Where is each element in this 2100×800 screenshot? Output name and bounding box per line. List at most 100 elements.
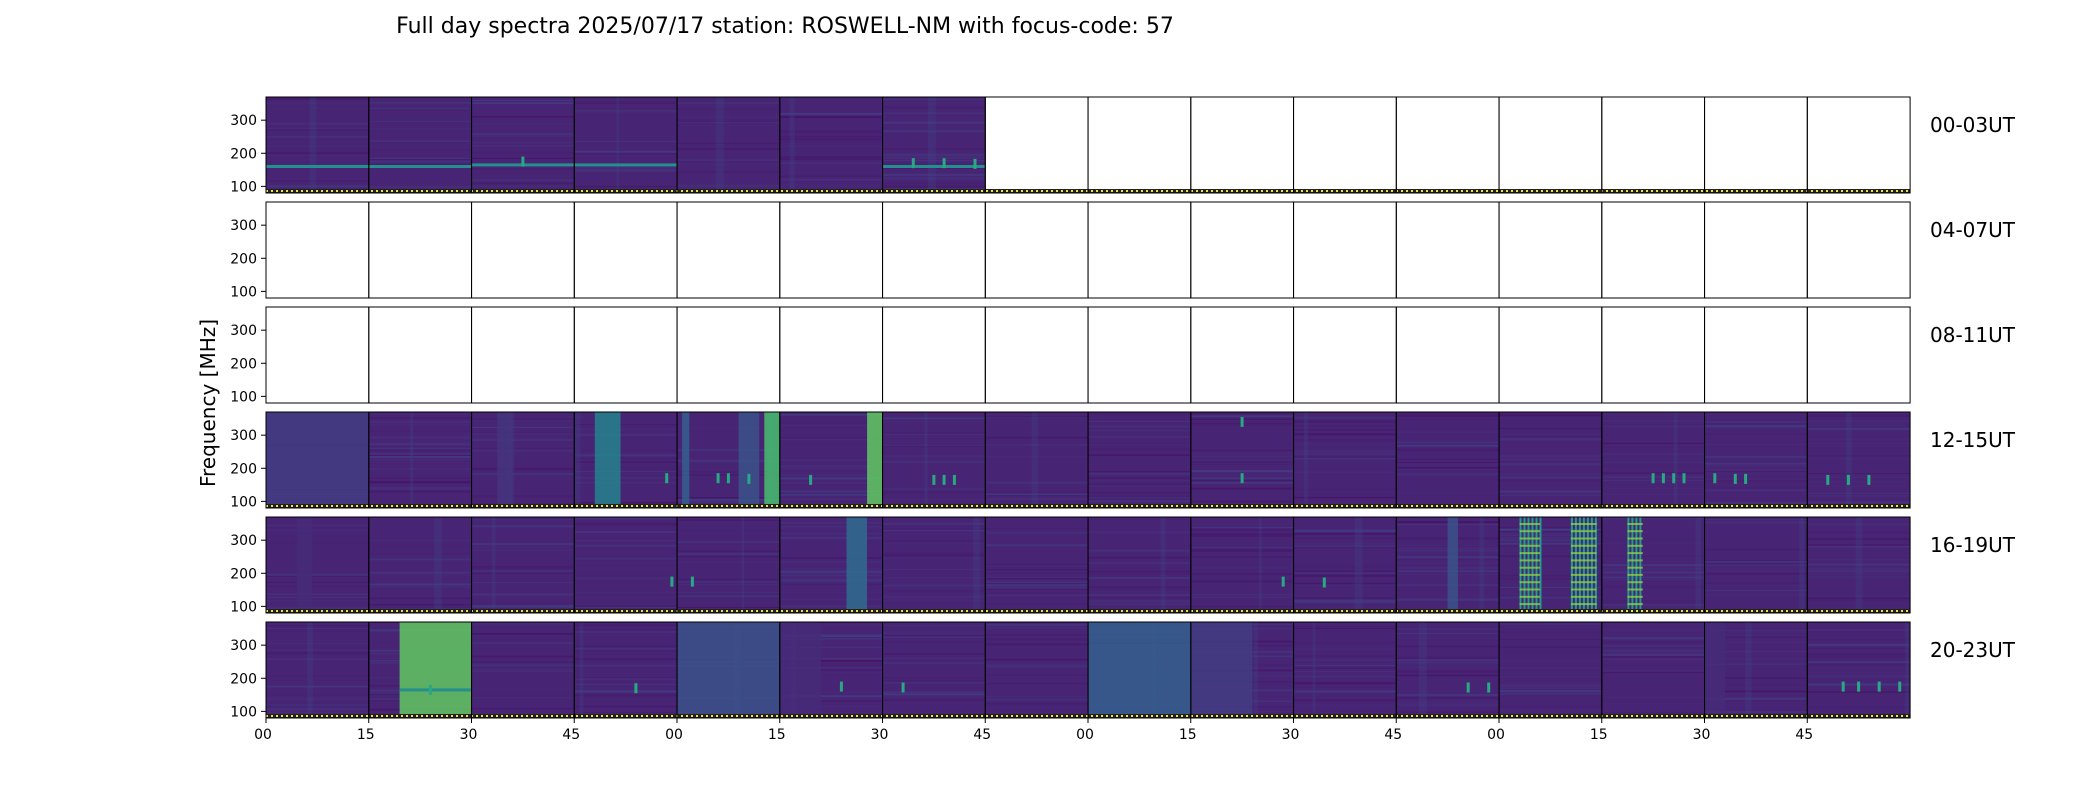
texture-streak	[1396, 467, 1499, 469]
texture-streak	[1704, 489, 1808, 491]
texture-streak	[266, 128, 369, 129]
texture-streak	[1807, 539, 1910, 541]
bright-region	[1088, 622, 1191, 718]
burst-band	[1519, 588, 1541, 591]
texture-streak	[1190, 596, 1294, 598]
burst-band	[1570, 603, 1597, 606]
texture-streak	[779, 691, 883, 694]
texture-streak	[1396, 627, 1499, 630]
texture-streak	[1807, 501, 1910, 504]
panel-bg	[574, 97, 677, 193]
texture-streak	[882, 528, 986, 530]
texture-streak	[471, 572, 575, 574]
texture-streak	[1704, 707, 1808, 710]
texture-streak	[1704, 520, 1808, 523]
texture-streak	[779, 528, 883, 529]
y-tick-label: 200	[230, 146, 257, 162]
empty-panel-bg	[1807, 202, 1910, 298]
texture-streak	[471, 632, 575, 635]
texture-streak	[471, 151, 575, 154]
texture-streak	[1499, 540, 1602, 543]
burst-stripe	[1627, 517, 1630, 613]
texture-streak	[985, 571, 1088, 574]
texture-streak	[266, 652, 369, 654]
texture-streak	[1601, 636, 1705, 639]
texture-streak	[368, 606, 472, 608]
texture-column	[307, 622, 313, 718]
texture-streak	[1807, 572, 1910, 574]
texture-streak	[471, 563, 575, 565]
texture-streak	[574, 150, 677, 153]
texture-streak	[677, 128, 780, 130]
texture-streak	[1704, 470, 1808, 472]
texture-streak	[471, 134, 575, 137]
texture-streak	[574, 168, 677, 171]
burst-mark	[1682, 473, 1686, 484]
texture-streak	[985, 624, 1088, 626]
texture-streak	[368, 424, 472, 426]
texture-streak	[266, 608, 369, 610]
texture-streak	[1293, 495, 1397, 497]
texture-streak	[1704, 548, 1808, 551]
texture-streak	[779, 667, 883, 669]
texture-streak	[1601, 537, 1705, 539]
spectrogram-panel	[574, 622, 677, 718]
texture-streak	[574, 110, 677, 113]
texture-streak	[1088, 448, 1191, 451]
texture-streak	[1088, 519, 1191, 521]
texture-streak	[1601, 564, 1705, 567]
texture-streak	[1601, 578, 1705, 580]
texture-streak	[1704, 468, 1808, 471]
texture-streak	[368, 585, 472, 587]
panel-bg	[677, 517, 780, 613]
texture-streak	[1601, 712, 1705, 714]
burst-mark	[952, 474, 956, 485]
texture-streak	[368, 571, 472, 574]
texture-streak	[1601, 465, 1705, 467]
texture-streak	[1704, 425, 1808, 428]
burst-stripe	[1590, 517, 1593, 613]
texture-streak	[677, 119, 780, 121]
texture-streak	[574, 102, 677, 104]
texture-column	[927, 97, 936, 193]
texture-streak	[471, 467, 575, 470]
texture-streak	[266, 129, 369, 131]
texture-streak	[574, 186, 677, 188]
texture-streak	[1601, 472, 1705, 474]
texture-streak	[574, 543, 677, 545]
texture-streak	[985, 419, 1088, 421]
texture-streak	[471, 123, 575, 125]
texture-streak	[1704, 573, 1808, 575]
texture-streak	[779, 437, 883, 439]
texture-streak	[574, 99, 677, 101]
texture-streak	[779, 598, 883, 600]
texture-streak	[471, 543, 575, 546]
texture-streak	[1396, 463, 1499, 466]
burst-band	[1519, 537, 1541, 540]
panel-bg	[985, 622, 1088, 718]
texture-streak	[1293, 544, 1397, 547]
texture-streak	[574, 467, 677, 470]
spectrogram-panel	[1088, 517, 1191, 613]
texture-streak	[882, 167, 986, 169]
burst-mark	[911, 158, 915, 169]
burst-band	[1627, 566, 1643, 569]
texture-streak	[471, 662, 575, 665]
texture-streak	[985, 658, 1088, 661]
row-label: 00-03UT	[1930, 113, 2016, 137]
burst-band	[1570, 588, 1597, 591]
burst-mark	[942, 474, 946, 485]
texture-streak	[882, 494, 986, 496]
texture-streak	[471, 468, 575, 470]
texture-streak	[471, 525, 575, 528]
texture-streak	[1601, 542, 1705, 544]
texture-streak	[882, 677, 986, 679]
spectrogram-panel	[368, 412, 472, 508]
spectrogram-panel	[1396, 622, 1499, 718]
y-tick-label: 200	[230, 251, 257, 267]
texture-streak	[882, 599, 986, 601]
texture-streak	[266, 694, 369, 696]
y-tick-label: 300	[230, 428, 257, 444]
texture-streak	[574, 597, 677, 599]
texture-streak	[574, 110, 677, 111]
